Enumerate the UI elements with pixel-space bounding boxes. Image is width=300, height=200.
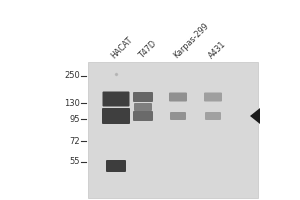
Text: A431: A431 [207, 39, 227, 60]
FancyBboxPatch shape [102, 108, 130, 124]
FancyBboxPatch shape [170, 112, 186, 120]
Text: T47D: T47D [136, 39, 158, 60]
FancyBboxPatch shape [204, 92, 222, 102]
Text: 95: 95 [70, 114, 80, 123]
FancyBboxPatch shape [205, 112, 221, 120]
FancyBboxPatch shape [169, 92, 187, 102]
FancyBboxPatch shape [106, 160, 126, 172]
Bar [88, 62, 258, 198]
Text: 250: 250 [64, 72, 80, 80]
Polygon shape [250, 108, 260, 124]
Text: HACAT: HACAT [110, 35, 135, 60]
FancyBboxPatch shape [134, 103, 152, 111]
FancyBboxPatch shape [133, 111, 153, 121]
Text: 72: 72 [69, 136, 80, 146]
Text: Karpas-299: Karpas-299 [172, 21, 210, 60]
Text: 55: 55 [70, 158, 80, 166]
FancyBboxPatch shape [103, 92, 130, 106]
Text: 130: 130 [64, 98, 80, 108]
FancyBboxPatch shape [133, 92, 153, 102]
